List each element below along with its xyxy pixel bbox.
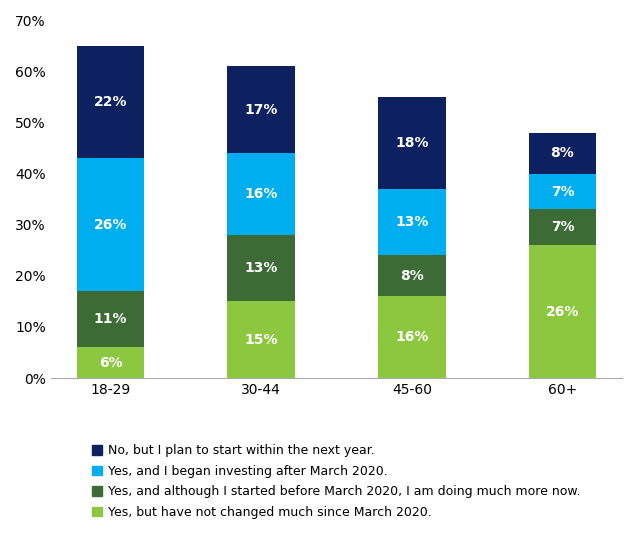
Bar xyxy=(529,210,596,245)
Text: 6%: 6% xyxy=(99,356,122,370)
Bar xyxy=(529,133,596,174)
Bar xyxy=(529,245,596,378)
Text: 18%: 18% xyxy=(395,136,429,150)
Bar xyxy=(77,291,145,347)
Bar xyxy=(378,255,445,296)
Text: 8%: 8% xyxy=(550,146,574,160)
Bar xyxy=(77,158,145,291)
Text: 13%: 13% xyxy=(395,215,429,230)
Bar xyxy=(378,296,445,378)
Text: 26%: 26% xyxy=(94,218,127,232)
Text: 26%: 26% xyxy=(546,305,579,319)
Text: 7%: 7% xyxy=(550,185,574,199)
Legend: No, but I plan to start within the next year., Yes, and I began investing after : No, but I plan to start within the next … xyxy=(86,438,587,525)
Bar xyxy=(227,153,295,235)
Bar xyxy=(378,189,445,255)
Text: 7%: 7% xyxy=(550,220,574,234)
Bar xyxy=(227,235,295,301)
Bar xyxy=(77,347,145,378)
Bar xyxy=(227,301,295,378)
Text: 22%: 22% xyxy=(93,95,127,109)
Text: 13%: 13% xyxy=(244,261,278,275)
Bar xyxy=(227,66,295,153)
Text: 11%: 11% xyxy=(93,312,127,326)
Text: 15%: 15% xyxy=(244,333,278,347)
Text: 16%: 16% xyxy=(244,187,278,201)
Bar xyxy=(529,174,596,210)
Bar xyxy=(378,97,445,189)
Text: 8%: 8% xyxy=(400,269,424,283)
Text: 16%: 16% xyxy=(395,330,429,344)
Bar xyxy=(77,46,145,158)
Text: 17%: 17% xyxy=(244,103,278,117)
